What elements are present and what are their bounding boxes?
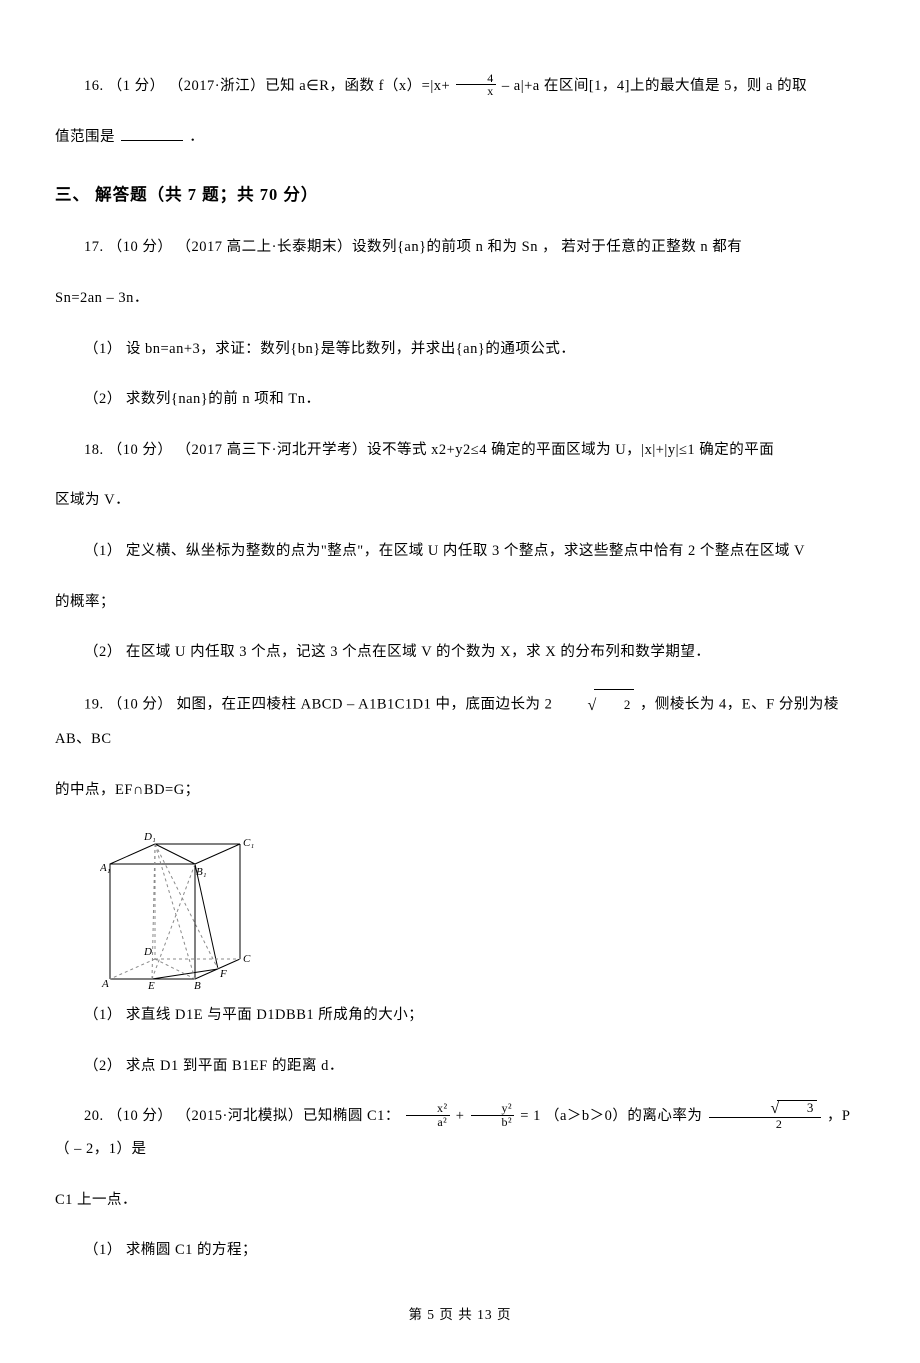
label-D1: D₁: [143, 831, 156, 843]
q16-l2b: ．: [189, 129, 204, 145]
label-B1: B₁: [196, 866, 207, 878]
eq-y2: y²: [471, 1102, 515, 1116]
section-3-heading: 三、 解答题（共 7 题；共 70 分）: [55, 181, 865, 205]
question-19-part2: （2） 求点 D1 到平面 B1EF 的距离 d．: [55, 1050, 865, 1083]
fraction-4-over-x: 4 x: [456, 72, 496, 98]
label-A1: A₁: [100, 862, 111, 874]
sqrt3-num: √3: [709, 1100, 821, 1118]
radicand-3: 3: [777, 1100, 817, 1115]
question-19: 19. （10 分） 如图，在正四棱柱 ABCD – A1B1C1D1 中，底面…: [55, 687, 865, 756]
radical-icon: √: [771, 1100, 780, 1117]
frac-sqrt3-2: √3 2: [709, 1100, 821, 1130]
question-17-part1: （1） 设 bn=an+3，求证：数列{bn}是等比数列，并求出{an}的通项公…: [55, 333, 865, 366]
den-2: 2: [709, 1118, 821, 1131]
label-E: E: [147, 980, 155, 989]
question-18-part1b: 的概率；: [55, 586, 865, 619]
q16-text-b: – a|+a 在区间[1，4]上的最大值是 5，则 a 的取: [502, 78, 807, 94]
question-19-line2: 的中点，EF∩BD=G；: [55, 774, 865, 807]
label-B: B: [194, 980, 201, 989]
ellipse-equation: x² a² + y² b² = 1: [404, 1108, 545, 1124]
prism-svg: A B C D A₁ B₁ C₁ D₁ E F: [100, 824, 260, 989]
prism-figure: A B C D A₁ B₁ C₁ D₁ E F: [100, 824, 865, 989]
label-C: C: [243, 953, 251, 965]
frac-x2-a2: x² a²: [406, 1102, 450, 1128]
question-16-line2: 值范围是 ．: [55, 121, 865, 154]
q16-text-a: 16. （1 分） （2017·浙江）已知 a∈R，函数 f（x）=|x+: [84, 78, 454, 94]
eq-plus: +: [456, 1108, 469, 1124]
label-A: A: [101, 978, 109, 989]
eq-a2: a²: [406, 1116, 450, 1129]
question-18-part1: （1） 定义横、纵坐标为整数的点为"整点"，在区域 U 内任取 3 个整点，求这…: [55, 535, 865, 568]
q20-pre: 20. （10 分） （2015·河北模拟）已知椭圆 C1：: [84, 1108, 400, 1124]
label-F: F: [219, 968, 227, 980]
sqrt-2: √2: [559, 687, 634, 723]
fill-blank: [121, 126, 183, 141]
question-16: 16. （1 分） （2017·浙江）已知 a∈R，函数 f（x）=|x+ 4 …: [55, 70, 865, 103]
question-17-line2: Sn=2an – 3n．: [55, 282, 865, 315]
frac-den: x: [456, 85, 496, 98]
radical-icon: √: [588, 697, 597, 714]
question-19-part1: （1） 求直线 D1E 与平面 D1DBB1 所成角的大小；: [55, 999, 865, 1032]
question-18-line2: 区域为 V．: [55, 484, 865, 517]
eq-b2: b²: [471, 1116, 515, 1129]
page-content: 16. （1 分） （2017·浙江）已知 a∈R，函数 f（x）=|x+ 4 …: [0, 0, 920, 1363]
question-20: 20. （10 分） （2015·河北模拟）已知椭圆 C1： x² a² + y…: [55, 1100, 865, 1165]
eq-x2: x²: [406, 1102, 450, 1116]
question-18-part2: （2） 在区域 U 内任取 3 个点，记这 3 个点在区域 V 的个数为 X，求…: [55, 636, 865, 669]
frac-y2-b2: y² b²: [471, 1102, 515, 1128]
sqrt-3: √3: [742, 1100, 817, 1117]
page-footer: 第 5 页 共 13 页: [55, 1303, 865, 1323]
frac-num: 4: [456, 72, 496, 86]
question-18-line1: 18. （10 分） （2017 高三下·河北开学考）设不等式 x2+y2≤4 …: [55, 434, 865, 467]
question-17-line1: 17. （10 分） （2017 高二上·长泰期末）设数列{an}的前项 n 和…: [55, 231, 865, 264]
question-17-part2: （2） 求数列{nan}的前 n 项和 Tn．: [55, 383, 865, 416]
question-20-part1: （1） 求椭圆 C1 的方程；: [55, 1234, 865, 1267]
question-20-line2: C1 上一点．: [55, 1184, 865, 1217]
q20-mid: （a＞b＞0）的离心率为: [545, 1108, 707, 1124]
label-D: D: [143, 946, 152, 958]
q19-pre: 19. （10 分） 如图，在正四棱柱 ABCD – A1B1C1D1 中，底面…: [84, 696, 557, 712]
eq-eq1: = 1: [520, 1108, 541, 1124]
label-C1: C₁: [243, 837, 254, 849]
radicand: 2: [594, 689, 634, 719]
q16-l2a: 值范围是: [55, 129, 115, 145]
